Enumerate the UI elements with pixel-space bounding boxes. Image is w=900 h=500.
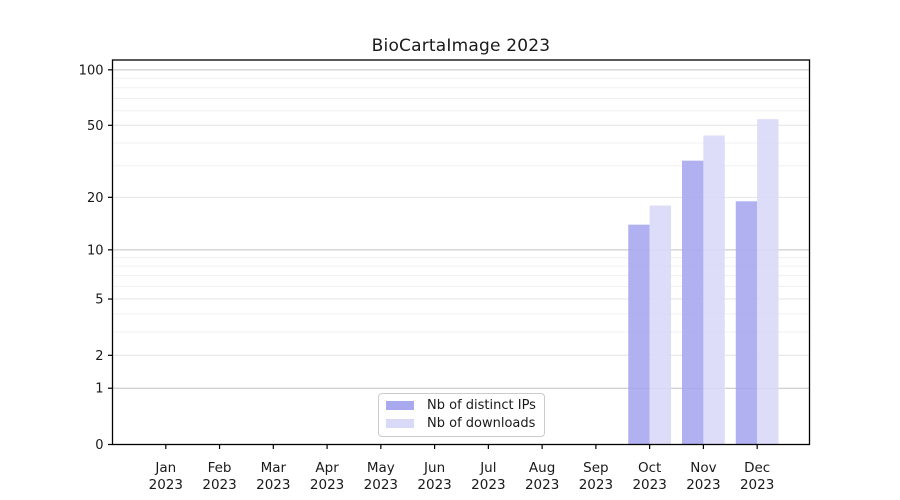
- y-tick-label-10: 10: [87, 243, 104, 258]
- x-tick-label-month-may: May: [367, 460, 395, 476]
- x-tick-label-year-may: 2023: [364, 477, 398, 493]
- y-tick-label-1: 1: [95, 382, 103, 397]
- legend-item-downloads: Nb of downloads: [386, 417, 536, 430]
- x-tick-label-month-aug: Aug: [529, 460, 555, 476]
- x-tick-label-month-nov: Nov: [690, 460, 716, 476]
- legend-item-distinct-ips: Nb of distinct IPs: [386, 399, 536, 412]
- x-tick-label-year-sep: 2023: [579, 477, 613, 493]
- x-tick-label-month-jul: Jul: [479, 460, 496, 476]
- bar-oct-distinct-ips: [628, 224, 650, 445]
- bar-dec-distinct-ips: [735, 201, 758, 445]
- legend: Nb of distinct IPs Nb of downloads: [378, 393, 545, 437]
- legend-label-downloads: Nb of downloads: [427, 416, 536, 431]
- x-tick-label-month-dec: Dec: [744, 460, 770, 476]
- bar-nov-downloads: [703, 135, 725, 445]
- y-tick-label-2: 2: [95, 349, 103, 364]
- x-tick-label-month-oct: Oct: [638, 460, 661, 476]
- x-tick-label-month-apr: Apr: [315, 460, 339, 476]
- x-tick-label-month-sep: Sep: [583, 460, 608, 476]
- x-tick-label-month-feb: Feb: [208, 460, 232, 476]
- legend-swatch-distinct-ips: [386, 401, 414, 410]
- x-tick-label-year-aug: 2023: [525, 477, 559, 493]
- x-tick-label-year-oct: 2023: [632, 477, 666, 493]
- legend-swatch-downloads: [386, 419, 414, 428]
- y-tick-label-50: 50: [87, 119, 104, 134]
- x-tick-label-year-feb: 2023: [202, 477, 236, 493]
- x-tick-label-year-apr: 2023: [310, 477, 344, 493]
- x-tick-label-year-dec: 2023: [740, 477, 774, 493]
- bar-oct-downloads: [649, 205, 672, 445]
- x-tick-label-year-jan: 2023: [149, 477, 183, 493]
- y-tick-label-100: 100: [79, 63, 104, 78]
- bar-nov-distinct-ips: [682, 160, 704, 445]
- y-tick-label-0: 0: [95, 438, 103, 453]
- plot-border: [111, 59, 811, 446]
- x-tick-label-month-jun: Jun: [423, 460, 445, 476]
- x-tick-label-month-mar: Mar: [261, 460, 287, 476]
- legend-label-distinct-ips: Nb of distinct IPs: [427, 398, 536, 413]
- x-tick-label-year-nov: 2023: [686, 477, 720, 493]
- y-tick-label-5: 5: [95, 293, 103, 308]
- x-tick-label-year-jul: 2023: [471, 477, 505, 493]
- chart-title: BioCartaImage 2023: [371, 36, 551, 56]
- y-tick-label-20: 20: [87, 191, 104, 206]
- x-tick-label-month-jan: Jan: [154, 460, 176, 476]
- bar-dec-downloads: [757, 119, 779, 445]
- x-tick-label-year-mar: 2023: [256, 477, 290, 493]
- x-tick-label-year-jun: 2023: [417, 477, 451, 493]
